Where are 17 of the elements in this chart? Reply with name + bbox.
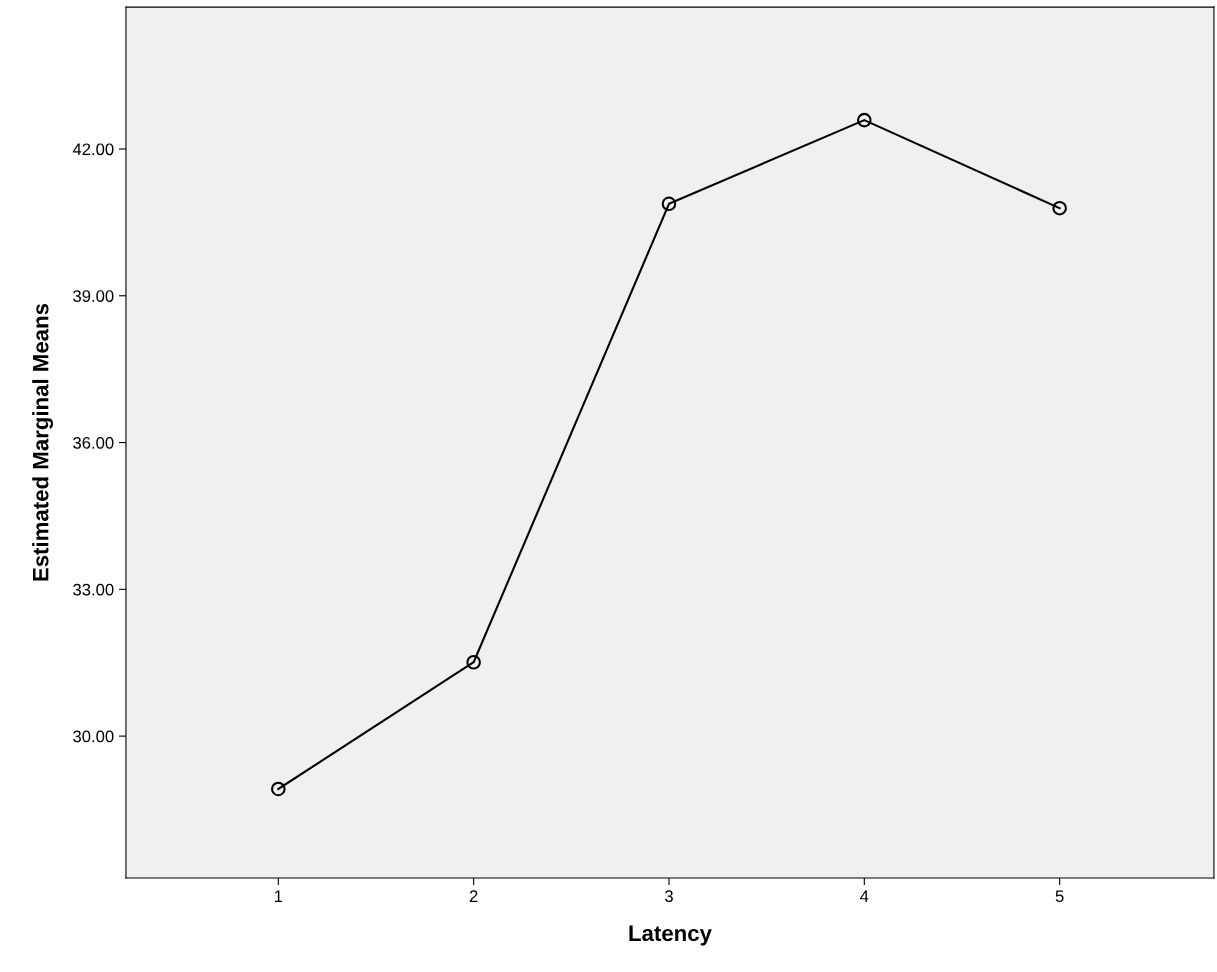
x-tick-label: 5 — [1055, 890, 1064, 903]
x-tick-label: 2 — [469, 890, 478, 902]
point — [661, 196, 677, 212]
x-tick-label: 4 — [860, 890, 869, 902]
y-axis-title: Estimated Marginal Means — [32, 303, 54, 581]
y-tick-label: 42.00 — [72, 143, 114, 156]
point — [271, 781, 286, 797]
point — [1052, 200, 1067, 216]
y-tick-label: 33.00 — [73, 583, 114, 596]
x-tick-label: 3 — [664, 890, 673, 903]
point — [857, 112, 872, 128]
x-axis-title: Latency — [629, 925, 712, 946]
x-tick-label: 1 — [274, 890, 283, 902]
point — [466, 654, 481, 670]
y-tick-label: 36.00 — [73, 436, 114, 449]
y-tick-label: 39.00 — [73, 290, 114, 302]
y-tick-label: 30.00 — [73, 730, 114, 743]
